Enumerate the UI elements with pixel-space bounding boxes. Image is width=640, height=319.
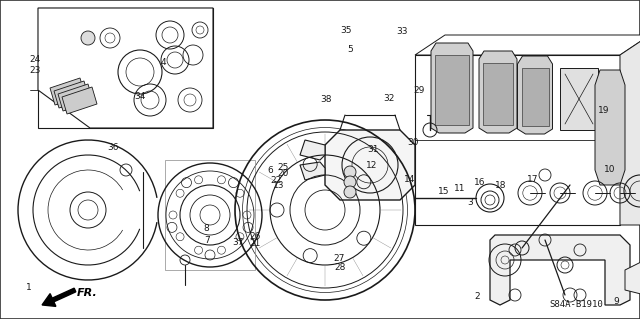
Text: 35: 35 xyxy=(340,26,351,35)
Polygon shape xyxy=(518,56,552,134)
Polygon shape xyxy=(620,35,640,225)
Circle shape xyxy=(344,176,356,188)
Text: 33: 33 xyxy=(396,27,408,36)
Text: 11: 11 xyxy=(454,184,465,193)
Text: 5: 5 xyxy=(348,45,353,54)
Text: 28: 28 xyxy=(335,263,346,272)
Text: 34: 34 xyxy=(134,92,145,101)
Text: 27: 27 xyxy=(333,254,345,263)
Text: 14: 14 xyxy=(404,175,415,184)
Text: 30: 30 xyxy=(407,138,419,147)
Text: 15: 15 xyxy=(438,187,449,196)
Bar xyxy=(415,55,620,225)
Circle shape xyxy=(344,166,356,178)
Polygon shape xyxy=(54,81,89,108)
Text: 31: 31 xyxy=(367,145,379,154)
Text: 6: 6 xyxy=(268,166,273,175)
Text: 3: 3 xyxy=(468,198,473,207)
Circle shape xyxy=(344,186,356,198)
Polygon shape xyxy=(522,68,548,126)
Polygon shape xyxy=(300,162,325,180)
Text: 37: 37 xyxy=(232,238,244,247)
Text: 12: 12 xyxy=(366,161,378,170)
FancyArrow shape xyxy=(42,288,76,306)
Polygon shape xyxy=(38,8,213,128)
Text: 29: 29 xyxy=(413,86,425,95)
Bar xyxy=(38,8,213,128)
Text: 7: 7 xyxy=(204,236,209,245)
Polygon shape xyxy=(560,68,598,130)
Text: S84A-B1910: S84A-B1910 xyxy=(549,300,603,309)
Polygon shape xyxy=(62,87,97,114)
Text: 18: 18 xyxy=(495,181,506,190)
Text: 10: 10 xyxy=(604,165,615,174)
Text: 36: 36 xyxy=(108,143,119,152)
Polygon shape xyxy=(435,55,469,125)
Text: 17: 17 xyxy=(527,175,538,184)
Text: 25: 25 xyxy=(278,163,289,172)
Polygon shape xyxy=(595,70,625,185)
Polygon shape xyxy=(479,51,517,133)
Polygon shape xyxy=(58,84,93,111)
Text: 9: 9 xyxy=(614,297,619,306)
Text: 19: 19 xyxy=(598,106,609,115)
Text: 23: 23 xyxy=(29,66,41,75)
Text: 21: 21 xyxy=(250,239,261,248)
Polygon shape xyxy=(325,130,415,200)
Circle shape xyxy=(81,31,95,45)
Polygon shape xyxy=(625,260,640,295)
Text: 13: 13 xyxy=(273,181,284,189)
Text: 22: 22 xyxy=(271,176,282,185)
Polygon shape xyxy=(415,35,640,55)
Text: FR.: FR. xyxy=(77,288,98,298)
Text: 38: 38 xyxy=(321,95,332,104)
Polygon shape xyxy=(490,235,630,305)
Text: 16: 16 xyxy=(474,178,486,187)
Polygon shape xyxy=(50,78,85,105)
Polygon shape xyxy=(431,43,473,133)
Text: 2: 2 xyxy=(474,292,479,301)
Text: 4: 4 xyxy=(161,58,166,67)
Polygon shape xyxy=(300,140,325,160)
Polygon shape xyxy=(483,63,513,125)
Text: 26: 26 xyxy=(250,232,261,241)
Text: 20: 20 xyxy=(277,169,289,178)
Text: 1: 1 xyxy=(26,283,31,292)
Text: 32: 32 xyxy=(383,94,395,103)
Text: 24: 24 xyxy=(29,55,41,63)
Text: 8: 8 xyxy=(204,224,209,233)
